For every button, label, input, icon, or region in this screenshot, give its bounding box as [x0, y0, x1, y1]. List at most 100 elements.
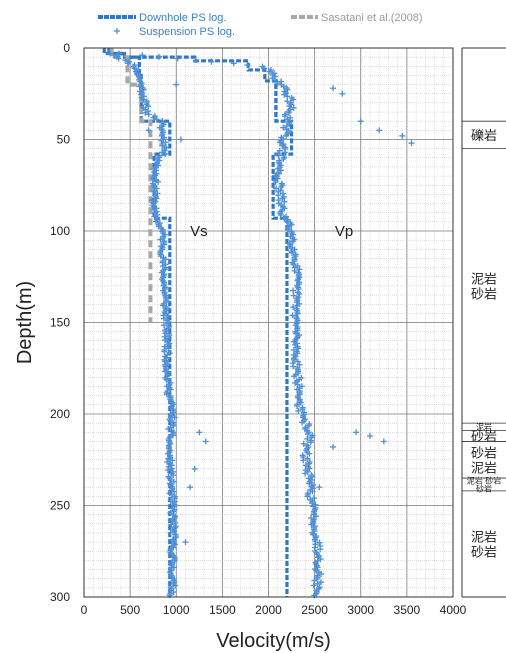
suspension-marker: [170, 589, 177, 596]
suspension-marker: [163, 391, 170, 398]
lith-label: 礫岩: [471, 128, 497, 144]
lith-label: 砂岩: [471, 430, 497, 445]
suspension-marker: [279, 142, 286, 149]
lith-label: 泥岩: [471, 272, 497, 287]
suspension-marker: [309, 500, 316, 507]
grid: [83, 47, 454, 598]
suspension-marker: [295, 345, 302, 352]
suspension-marker: [159, 302, 166, 309]
x-axis-label: Velocity(m/s): [216, 630, 330, 652]
suspension-marker: [309, 488, 316, 495]
suspension-marker: [202, 438, 209, 445]
suspension-marker: [305, 422, 312, 429]
suspension-marker: [399, 132, 406, 139]
suspension-marker: [281, 215, 288, 222]
suspension-marker: [283, 132, 290, 139]
suspension-marker: [266, 68, 273, 75]
suspension-marker: [306, 480, 313, 487]
suspension-marker: [302, 470, 309, 477]
suspension-marker: [107, 50, 114, 57]
suspension-marker: [290, 104, 297, 111]
suspension-marker: [290, 261, 297, 268]
suspension-marker: [172, 541, 179, 548]
suspension-marker: [308, 521, 315, 528]
suspension-marker: [275, 170, 282, 177]
suspension-marker: [291, 267, 298, 274]
suspension-marker: [366, 432, 373, 439]
suspension-marker: [192, 57, 199, 64]
suspension-marker: [196, 429, 203, 436]
x-tick-label: 3000: [347, 603, 374, 617]
suspension-marker: [164, 458, 171, 465]
suspension-marker: [330, 443, 337, 450]
suspension-marker: [153, 116, 160, 123]
suspension-marker: [285, 109, 292, 116]
suspension-marker: [140, 86, 147, 93]
suspension-marker: [314, 580, 321, 587]
suspension-marker: [316, 484, 323, 491]
suspension-marker: [291, 246, 298, 253]
suspension-marker: [150, 114, 157, 121]
suspension-marker: [294, 358, 301, 365]
suspension-vs-points: [107, 50, 209, 599]
suspension-marker: [294, 402, 301, 409]
suspension-marker: [290, 356, 297, 363]
annotation-vp: Vp: [335, 223, 353, 240]
suspension-marker: [140, 96, 147, 103]
suspension-marker: [280, 124, 287, 131]
suspension-marker: [290, 292, 297, 299]
y-tick-label: 300: [50, 590, 70, 604]
suspension-marker: [166, 332, 173, 339]
suspension-marker: [304, 435, 311, 442]
suspension-marker: [165, 467, 172, 474]
suspension-marker: [172, 582, 179, 589]
suspension-marker: [290, 96, 297, 103]
suspension-marker: [318, 579, 325, 586]
suspension-marker: [161, 241, 168, 248]
suspension-marker: [159, 149, 166, 156]
suspension-marker: [290, 338, 297, 345]
lith-label: 泥岩: [471, 530, 497, 545]
x-tick-label: 1000: [163, 603, 190, 617]
suspension-marker: [294, 350, 301, 357]
suspension-marker: [284, 226, 291, 233]
lith-label: 泥岩 砂岩: [467, 475, 502, 485]
suspension-marker: [167, 496, 174, 503]
suspension-marker: [162, 150, 169, 157]
suspension-marker: [339, 90, 346, 97]
suspension-marker: [276, 147, 283, 154]
y-axis-label: Depth(m): [14, 281, 36, 364]
x-tick-label: 500: [120, 603, 140, 617]
suspension-marker: [158, 137, 165, 144]
suspension-marker: [208, 58, 215, 65]
suspension-marker: [159, 142, 166, 149]
lith-label: 砂岩: [476, 483, 492, 493]
suspension-marker: [289, 238, 296, 245]
suspension-marker: [191, 465, 198, 472]
suspension-marker: [408, 140, 415, 147]
suspension-vp-points: [116, 50, 415, 599]
suspension-marker: [276, 139, 283, 146]
labels: Vs Vp: [190, 223, 353, 240]
suspension-marker: [275, 152, 282, 159]
suspension-marker: [353, 429, 360, 436]
suspension-marker: [155, 178, 162, 185]
suspension-marker: [289, 249, 296, 256]
x-tick-label: 1500: [209, 603, 236, 617]
suspension-marker: [317, 546, 324, 553]
suspension-marker: [170, 488, 177, 495]
suspension-marker: [177, 136, 184, 143]
suspension-marker: [280, 155, 287, 162]
suspension-marker: [160, 315, 167, 322]
suspension-marker: [281, 113, 288, 120]
suspension-marker: [272, 178, 279, 185]
suspension-marker: [277, 211, 284, 218]
suspension-marker: [274, 165, 281, 172]
suspension-marker: [280, 83, 287, 90]
suspension-marker: [306, 465, 313, 472]
suspension-marker: [309, 473, 316, 480]
suspension-marker: [114, 28, 120, 34]
suspension-marker: [157, 236, 164, 243]
suspension-marker: [310, 531, 317, 538]
